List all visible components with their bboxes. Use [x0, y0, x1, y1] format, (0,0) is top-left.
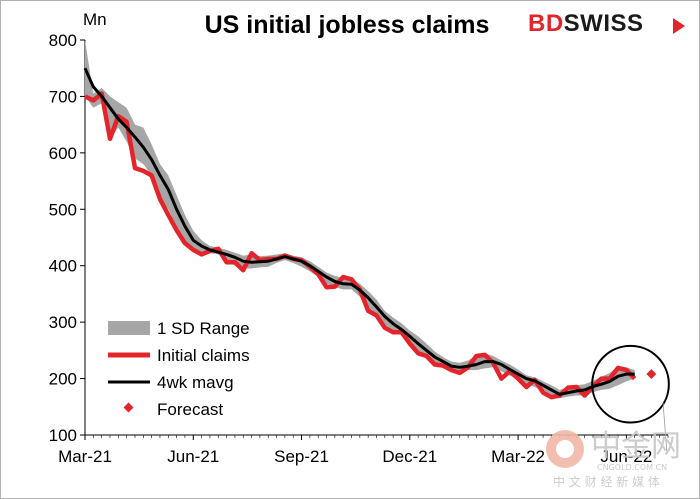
- brand-arrow-icon: [673, 18, 685, 34]
- brand-logo-swiss: SWISS: [564, 10, 644, 37]
- x-tick-label: Dec-21: [382, 447, 437, 466]
- legend-label-mavg: 4wk mavg: [157, 373, 234, 392]
- chart-title: US initial jobless claims: [205, 11, 490, 39]
- y-tick-label: 200: [49, 370, 77, 389]
- x-tick-label: Mar-21: [58, 447, 112, 466]
- y-axis: 100 200 300 400 500 600 700 800: [49, 31, 86, 445]
- y-tick-label: 500: [49, 200, 77, 219]
- brand-logo: BDSWISS: [528, 10, 685, 37]
- watermark-tagline: 中 文 财 经 新 媒 体: [553, 474, 660, 489]
- watermark-main: 中金网: [591, 429, 681, 464]
- y-tick-label: 100: [49, 426, 77, 445]
- brand-logo-bd: BD: [528, 10, 564, 37]
- svg-text:BDSWISS: BDSWISS: [528, 10, 644, 37]
- forecast-point: [646, 369, 657, 380]
- legend-label-forecast: Forecast: [157, 400, 223, 419]
- x-tick-label: Jun-21: [167, 447, 219, 466]
- highlight-connector: [662, 403, 668, 454]
- legend-swatch-range: [108, 321, 150, 335]
- legend: 1 SD Range Initial claims 4wk mavg Forec…: [108, 319, 250, 419]
- series-range-band: [85, 40, 635, 399]
- watermark: 中金网 CNGOLD.COM.CN 中 文 财 经 新 媒 体: [546, 429, 681, 489]
- watermark-sub: CNGOLD.COM.CN: [597, 463, 667, 472]
- x-tick-label: Sep-21: [274, 447, 329, 466]
- y-tick-label: 400: [49, 257, 77, 276]
- series-4wk-mavg: [83, 67, 635, 396]
- highlight-circle: [591, 344, 670, 424]
- y-tick-label: 700: [49, 87, 77, 106]
- x-tick-label: Jun-22: [600, 447, 652, 466]
- legend-label-range: 1 SD Range: [157, 319, 250, 338]
- y-axis-unit: Mn: [83, 10, 107, 29]
- legend-swatch-forecast: [123, 402, 134, 413]
- x-tick-label: Mar-22: [491, 447, 545, 466]
- legend-label-initial: Initial claims: [157, 346, 250, 365]
- y-tick-label: 800: [49, 31, 77, 50]
- y-tick-label: 300: [49, 313, 77, 332]
- plot-area: [83, 40, 670, 454]
- y-tick-label: 600: [49, 144, 77, 163]
